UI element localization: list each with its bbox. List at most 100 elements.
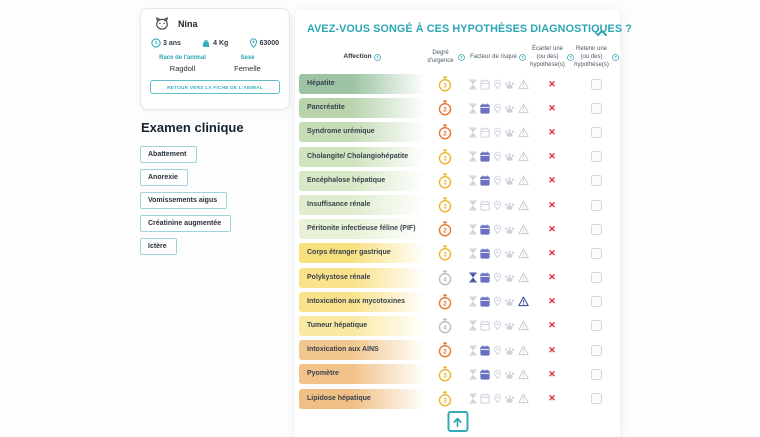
discard-hypothesis-button[interactable]: ✕: [548, 393, 556, 404]
column-header: Affection ?: [299, 53, 425, 62]
affection-name[interactable]: Syndrome urémique: [299, 122, 425, 143]
column-header: Degré d'urgence ?: [425, 50, 465, 66]
discard-hypothesis-button[interactable]: ✕: [548, 368, 556, 379]
pin-risk-icon: [493, 103, 502, 114]
affection-name[interactable]: Encéphalose hépatique: [299, 170, 425, 191]
hourglass-risk-icon: [468, 151, 478, 162]
affection-name[interactable]: Tumeur hépatique: [299, 315, 425, 336]
retain-hypothesis-checkbox[interactable]: [590, 393, 602, 405]
urgency-stopwatch-icon: 3: [438, 390, 452, 407]
help-icon[interactable]: ?: [566, 54, 574, 62]
affection-name[interactable]: Insuffisance rénale: [299, 195, 425, 216]
calendar-risk-icon: [480, 369, 490, 380]
help-icon[interactable]: ?: [373, 54, 381, 62]
retain-hypothesis-checkbox[interactable]: [590, 368, 602, 380]
paw-risk-icon: [504, 103, 515, 114]
paw-risk-icon: [504, 175, 515, 186]
discard-hypothesis-button[interactable]: ✕: [548, 272, 556, 283]
pin-risk-icon: [493, 393, 502, 404]
triangle-risk-icon: [517, 103, 529, 114]
retain-cell: [573, 102, 619, 114]
location-pin-icon: [249, 38, 258, 48]
clinical-sign-tag[interactable]: Anorexie: [140, 169, 188, 186]
pin-risk-icon: [493, 151, 502, 162]
discard-hypothesis-button[interactable]: ✕: [548, 175, 556, 186]
hourglass-risk-icon: [468, 224, 478, 235]
sex-field: Sexe Femelle: [215, 55, 280, 73]
retain-hypothesis-checkbox[interactable]: [590, 223, 602, 235]
discard-hypothesis-button[interactable]: ✕: [548, 102, 556, 113]
affection-name[interactable]: Intoxication aux mycotoxines: [299, 291, 425, 312]
discard-hypothesis-button[interactable]: ✕: [548, 126, 556, 137]
svg-text:3: 3: [443, 373, 447, 380]
paw-risk-icon: [504, 151, 515, 162]
retain-cell: [573, 247, 619, 259]
discard-hypothesis-button[interactable]: ✕: [548, 247, 556, 258]
discard-cell: ✕: [531, 224, 573, 235]
clinical-sign-tag[interactable]: Ictère: [140, 238, 177, 255]
retain-hypothesis-checkbox[interactable]: [590, 272, 602, 284]
pin-risk-icon: [493, 296, 502, 307]
retain-hypothesis-checkbox[interactable]: [590, 102, 602, 114]
scroll-top-button[interactable]: [447, 411, 468, 432]
retain-hypothesis-checkbox[interactable]: [590, 175, 602, 187]
retain-hypothesis-checkbox[interactable]: [590, 151, 602, 163]
triangle-risk-icon: [517, 175, 529, 186]
retain-hypothesis-checkbox[interactable]: [590, 126, 602, 138]
triangle-risk-icon: [517, 272, 529, 283]
retain-hypothesis-checkbox[interactable]: [590, 199, 602, 211]
discard-hypothesis-button[interactable]: ✕: [548, 320, 556, 331]
triangle-risk-icon: [517, 296, 529, 307]
svg-text:?: ?: [460, 55, 463, 60]
clinical-sign-tag[interactable]: Abattement: [140, 146, 197, 163]
discard-hypothesis-button[interactable]: ✕: [548, 344, 556, 355]
clinical-exam-title: Examen clinique: [141, 120, 244, 135]
help-icon[interactable]: ?: [458, 54, 465, 62]
retain-hypothesis-checkbox[interactable]: [590, 296, 602, 308]
affection-name[interactable]: Pyomètre: [299, 364, 425, 385]
weight-icon: [201, 38, 211, 48]
discard-hypothesis-button[interactable]: ✕: [548, 78, 556, 89]
urgency-degree: 2: [425, 221, 465, 237]
discard-hypothesis-button[interactable]: ✕: [548, 199, 556, 210]
race-label: Race de l'animal: [159, 55, 206, 61]
collapse-chevron-up-icon[interactable]: [594, 23, 610, 42]
affection-name[interactable]: Polykystose rénale: [299, 267, 425, 288]
urgency-stopwatch-icon: 3: [438, 76, 452, 92]
discard-hypothesis-button[interactable]: ✕: [548, 223, 556, 234]
triangle-risk-icon: [517, 200, 529, 211]
discard-hypothesis-button[interactable]: ✕: [548, 296, 556, 307]
column-header-label: Degré d'urgence: [427, 49, 454, 64]
retain-hypothesis-checkbox[interactable]: [590, 344, 602, 356]
help-icon[interactable]: ?: [518, 54, 526, 62]
hourglass-risk-icon: [468, 175, 478, 186]
back-to-animal-file-button[interactable]: RETOUR VERS LA FICHE DE L'ANIMAL: [150, 80, 280, 94]
risk-factors: [465, 224, 531, 235]
affection-name[interactable]: Corps étranger gastrique: [299, 243, 425, 264]
svg-text:3: 3: [443, 252, 447, 259]
clinical-signs-list: Abattement Anorexie Vomissements aigus Créa…: [140, 146, 232, 255]
affection-name[interactable]: Cholangite/ Cholangiohépatite: [299, 146, 425, 167]
triangle-risk-icon: [517, 369, 529, 380]
urgency-stopwatch-icon: 2: [438, 221, 452, 237]
retain-hypothesis-checkbox[interactable]: [590, 247, 602, 259]
help-icon[interactable]: ?: [612, 54, 619, 62]
pin-risk-icon: [493, 79, 502, 90]
affection-name[interactable]: Hépatite: [299, 74, 425, 95]
retain-hypothesis-checkbox[interactable]: [590, 320, 602, 332]
discard-hypothesis-button[interactable]: ✕: [548, 151, 556, 162]
urgency-degree: 2: [425, 124, 465, 140]
retain-hypothesis-checkbox[interactable]: [590, 78, 602, 90]
clinical-sign-tag[interactable]: Créatinine augmentée: [140, 215, 232, 232]
affection-name[interactable]: Lipidose hépatique: [299, 388, 425, 409]
affection-name[interactable]: Intoxication aux AINS: [299, 340, 425, 361]
clinical-sign-tag[interactable]: Vomissements aigus: [140, 192, 228, 209]
paw-risk-icon: [504, 369, 515, 380]
paw-risk-icon: [504, 127, 515, 138]
calendar-risk-icon: [480, 393, 490, 404]
risk-factors: [465, 248, 531, 259]
svg-text:?: ?: [614, 55, 617, 60]
affection-name[interactable]: Pancréatite: [299, 98, 425, 119]
hourglass-risk-icon: [468, 248, 478, 259]
affection-name[interactable]: Péritonite infectieuse féline (PIF): [299, 219, 425, 240]
